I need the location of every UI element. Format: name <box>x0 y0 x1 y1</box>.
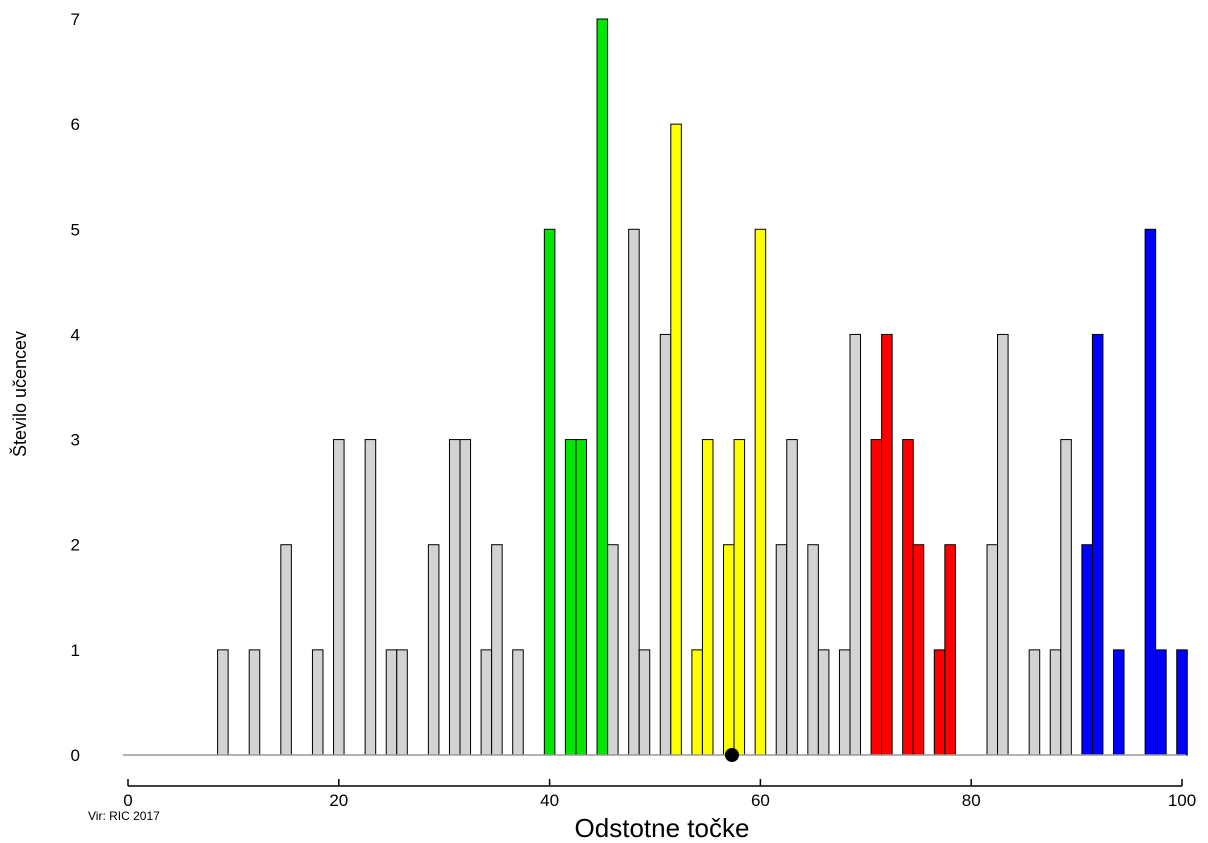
bar-yellow-58 <box>733 439 746 756</box>
bar-gray-49 <box>638 649 651 756</box>
y-axis-ticks: 0 1 2 3 4 5 6 7 <box>71 10 80 765</box>
bar-gray-83 <box>997 333 1009 756</box>
bar-gray-82 <box>986 544 999 756</box>
bar-gray-62 <box>775 544 788 756</box>
bar-gray-63 <box>786 439 798 756</box>
bar-blue-92 <box>1091 333 1104 756</box>
bar-gray-69 <box>849 333 862 756</box>
x-tick-label-20: 20 <box>329 791 348 810</box>
bar-gray-20 <box>333 439 345 756</box>
bar-yellow-52 <box>670 123 682 756</box>
bar-blue-91 <box>1081 544 1093 756</box>
bar-red-78 <box>944 544 956 756</box>
bar-gray-86 <box>1028 649 1041 756</box>
y-tick-label-2: 2 <box>71 536 80 555</box>
bar-gray-65 <box>807 544 819 756</box>
bar-gray-37 <box>512 649 524 756</box>
y-tick-label-1: 1 <box>71 641 80 660</box>
bar-gray-18 <box>311 649 324 756</box>
bar-gray-34 <box>480 649 493 756</box>
bar-gray-35 <box>491 544 503 756</box>
bar-yellow-54 <box>691 649 703 756</box>
bar-red-77 <box>933 649 946 756</box>
bar-gray-15 <box>280 544 292 756</box>
bar-gray-12 <box>248 649 261 756</box>
bar-gray-89 <box>1060 439 1072 756</box>
bar-gray-26 <box>396 649 408 756</box>
source-note: Vir: RIC 2017 <box>88 809 160 823</box>
y-tick-label-5: 5 <box>71 220 80 239</box>
x-tick-label-60: 60 <box>751 791 770 810</box>
bar-gray-66 <box>817 649 830 756</box>
bar-green-45 <box>596 18 609 756</box>
bar-gray-31 <box>448 439 461 756</box>
y-axis-title: Število učencev <box>9 331 30 457</box>
bar-gray-29 <box>427 544 440 756</box>
bar-green-42 <box>564 439 577 756</box>
bar-green-43 <box>575 439 587 756</box>
bar-red-71 <box>870 439 883 756</box>
y-tick-label-3: 3 <box>71 431 80 450</box>
y-tick-label-0: 0 <box>71 746 80 765</box>
bar-blue-100 <box>1176 649 1188 756</box>
bar-gray-68 <box>838 649 851 756</box>
mean-marker <box>724 748 739 762</box>
x-axis-ticks: 0 20 40 60 80 100 <box>123 779 1196 810</box>
bar-gray-51 <box>659 333 672 756</box>
bar-blue-94 <box>1112 649 1125 756</box>
x-tick-label-100: 100 <box>1168 791 1196 810</box>
bar-red-72 <box>881 333 893 756</box>
bar-yellow-57 <box>723 544 735 756</box>
y-tick-label-6: 6 <box>71 115 80 134</box>
bar-yellow-55 <box>701 439 714 756</box>
x-tick-label-0: 0 <box>123 791 132 810</box>
y-tick-label-4: 4 <box>71 325 80 344</box>
bar-gray-9 <box>217 649 229 756</box>
bar-gray-46 <box>607 544 619 756</box>
bar-red-74 <box>902 439 914 756</box>
x-axis-title: Odstotne točke <box>575 813 750 843</box>
bar-yellow-60 <box>754 228 767 756</box>
bar-blue-98 <box>1155 649 1167 756</box>
y-tick-label-7: 7 <box>71 10 80 29</box>
bar-blue-97 <box>1144 228 1157 756</box>
bar-gray-25 <box>385 649 398 756</box>
x-tick-label-40: 40 <box>540 791 559 810</box>
bar-gray-23 <box>364 439 377 756</box>
bar-gray-32 <box>459 439 472 756</box>
bars-group <box>217 18 1188 756</box>
bar-gray-88 <box>1049 649 1062 756</box>
bar-green-40 <box>543 228 556 756</box>
bar-gray-48 <box>628 228 640 756</box>
x-tick-label-80: 80 <box>962 791 981 810</box>
bar-red-75 <box>912 544 925 756</box>
